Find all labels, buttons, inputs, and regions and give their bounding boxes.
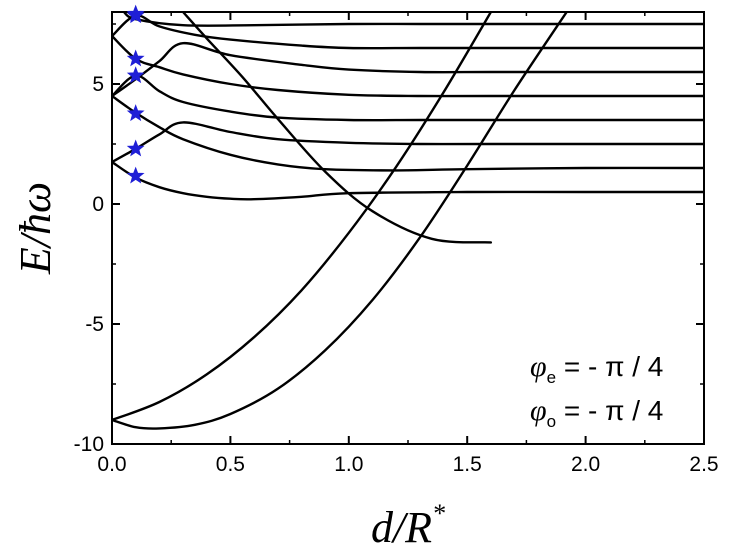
x-tick-label: 1.0 [334,453,363,476]
marker-layer [126,4,145,184]
annotation-phi-o-symbol: φ [530,394,547,427]
x-tick-label: 2.5 [689,453,718,476]
series-line-3 [112,121,704,164]
star-marker-7 [126,4,145,22]
y-axis-title-main: E/ [11,231,60,275]
y-tick-label: -10 [74,433,104,456]
x-tick-label: 0.0 [97,453,126,476]
series-line-9 [112,12,493,422]
y-axis-title: E/ħω [11,182,60,275]
series-line-4 [112,74,704,122]
series-line-11 [181,12,493,244]
series-line-2 [112,94,704,172]
annotation-phi-o-sub: o [547,412,556,431]
y-tick-label: 0 [92,193,104,216]
annotation-phi-e: φe = - π / 4 [530,350,663,387]
y-axis-title-omega: ω [11,182,60,213]
annotation-phi-e-text: = - π / 4 [556,351,663,382]
annotation-phi-o: φo = - π / 4 [530,394,663,431]
star-marker-3 [126,104,145,122]
star-marker-4 [126,66,145,84]
x-axis-title-sup: * [432,499,445,528]
star-marker-2 [126,139,145,157]
x-tick-label: 2.0 [571,453,600,476]
y-tick-label: 5 [92,73,104,96]
y-tick-label: -5 [85,313,104,336]
star-marker-5 [126,49,145,67]
series-line-5 [112,34,704,98]
star-marker-1 [126,166,145,184]
series-line-8 [122,12,704,27]
x-tick-label: 0.5 [216,453,245,476]
annotation-phi-e-symbol: φ [530,350,547,383]
y-axis-title-hbar: ħ [11,213,60,235]
x-axis-title-main: d/R [371,503,432,552]
series-layer [112,12,704,430]
tick-layer: 0.0 0.5 1.0 1.5 2.0 2.5 -10 -5 0 5 [74,12,719,476]
series-line-1 [112,160,704,201]
x-tick-label: 1.5 [453,453,482,476]
series-line-6 [112,41,704,98]
x-axis-title: d/R* [371,499,445,552]
annotation-phi-o-text: = - π / 4 [556,395,663,426]
annotation-phi-e-sub: e [547,368,556,387]
series-line-10 [112,12,568,430]
series-line-7 [112,14,704,50]
